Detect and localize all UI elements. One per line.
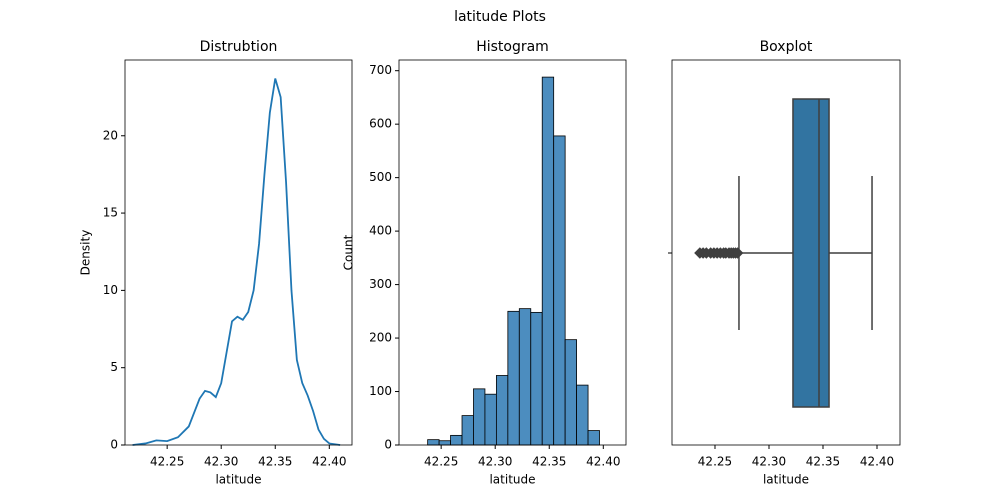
density-line: [132, 78, 341, 446]
x-axis-label: latitude: [763, 473, 809, 487]
axes-frame: [398, 59, 627, 446]
y-tick-label: 10: [103, 283, 118, 297]
subplot-title: Histogram: [476, 39, 549, 55]
histogram-bar: [450, 434, 463, 446]
y-tick-label: 300: [369, 277, 392, 291]
histogram-bar: [438, 440, 451, 446]
y-tick-label: 600: [369, 117, 392, 131]
histogram-bar: [473, 388, 486, 446]
outlier: [731, 247, 744, 259]
box: [792, 98, 830, 408]
y-tick-label: 0: [110, 438, 118, 452]
axes-frame: [124, 59, 353, 446]
y-tick-label: 20: [103, 128, 118, 142]
subplot-title: Distrubtion: [200, 39, 278, 55]
y-axis-label: Count: [342, 234, 356, 270]
x-tick-label: 42.40: [860, 455, 894, 469]
x-tick-label: 42.30: [204, 455, 238, 469]
histogram-bar: [427, 439, 440, 446]
x-tick-label: 42.35: [806, 455, 840, 469]
y-tick-label: 400: [369, 224, 392, 238]
histogram-bar: [495, 375, 509, 446]
figure-title: latitude Plots: [454, 9, 546, 25]
x-tick-label: 42.25: [424, 455, 458, 469]
x-axis-label: latitude: [215, 473, 261, 487]
histogram-bar: [553, 135, 566, 446]
y-tick-label: 500: [369, 170, 392, 184]
x-tick-label: 42.30: [478, 455, 512, 469]
x-tick-label: 42.30: [752, 455, 786, 469]
y-tick-label: 0: [384, 438, 392, 452]
axes-frame: [671, 59, 901, 446]
x-tick-label: 42.25: [698, 455, 732, 469]
y-tick-label: 700: [369, 63, 392, 77]
histogram-bar: [461, 415, 474, 446]
x-tick-label: 42.35: [532, 455, 566, 469]
histogram-bar: [541, 76, 555, 446]
subplot-title: Boxplot: [760, 39, 813, 55]
histogram-bar: [587, 430, 600, 446]
y-axis-label: Density: [79, 230, 93, 276]
histogram-bar: [518, 308, 532, 446]
histogram-bar: [576, 384, 589, 446]
x-axis-label: latitude: [489, 473, 535, 487]
y-tick-label: 5: [110, 360, 118, 374]
histogram-bar: [484, 393, 497, 446]
histogram-bar: [564, 339, 578, 446]
histogram-bar: [507, 310, 520, 446]
x-tick-label: 42.35: [258, 455, 292, 469]
y-tick-label: 15: [103, 206, 118, 220]
x-tick-label: 42.40: [312, 455, 346, 469]
y-tick-label: 100: [369, 384, 392, 398]
x-tick-label: 42.40: [586, 455, 620, 469]
y-tick-label: 200: [369, 331, 392, 345]
x-tick-label: 42.25: [150, 455, 184, 469]
histogram-bar: [530, 311, 543, 446]
